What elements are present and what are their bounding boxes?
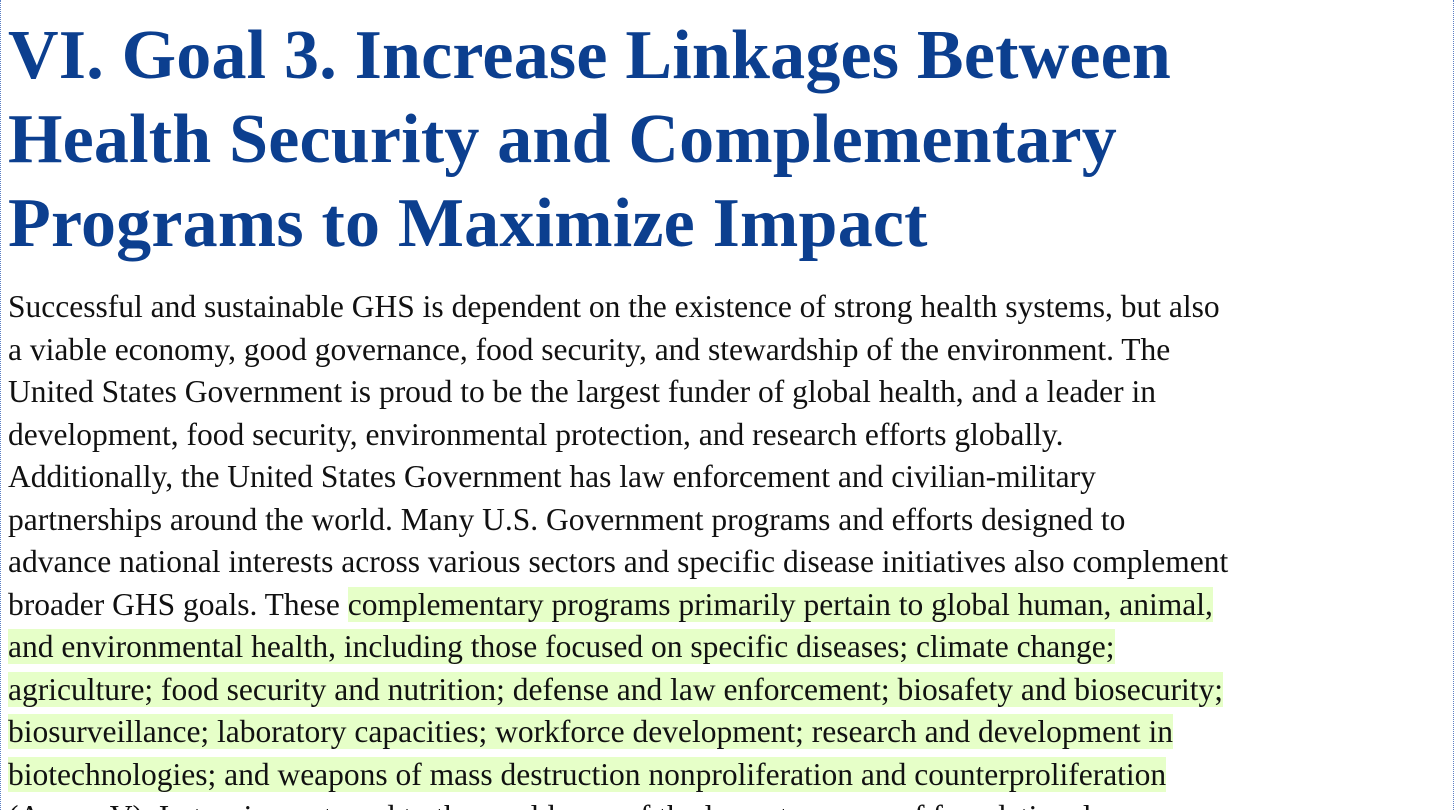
plain-text: broader GHS goals. These — [8, 586, 348, 622]
paragraph-line-13: (Annex V). In turning outward to the wor… — [8, 796, 1448, 810]
paragraph-line-11: biosurveillance; laboratory capacities; … — [8, 711, 1448, 754]
highlighted-text: and environmental health, including thos… — [8, 629, 1115, 664]
heading-line-2: Health Security and Complementary — [8, 101, 1117, 178]
paragraph-line-9: and environmental health, including thos… — [8, 626, 1448, 669]
heading-line-3: Programs to Maximize Impact — [8, 185, 928, 262]
plain-text: (Annex V). In turning outward to the wor… — [8, 799, 1092, 810]
highlighted-text: complementary programs primarily pertain… — [347, 586, 1213, 622]
plain-text: Additionally, the United States Governme… — [8, 459, 1096, 494]
paragraph-line-10: agriculture; food security and nutrition… — [8, 669, 1448, 712]
paragraph-line-6: partnerships around the world. Many U.S.… — [8, 499, 1448, 542]
highlighted-text: agriculture; food security and nutrition… — [8, 671, 1223, 707]
paragraph-line-7: advance national interests across variou… — [8, 541, 1448, 584]
plain-text: Successful and sustainable GHS is depend… — [8, 289, 1220, 324]
plain-text: United States Government is proud to be … — [8, 374, 1156, 409]
highlighted-text: biosurveillance; laboratory capacities; … — [8, 714, 1174, 749]
page-frame-left — [0, 0, 1, 810]
paragraph-line-5: Additionally, the United States Governme… — [8, 456, 1448, 499]
paragraph-line-1: Successful and sustainable GHS is depend… — [8, 286, 1448, 329]
highlighted-text: biotechnologies; and weapons of mass des… — [8, 756, 1167, 792]
plain-text: partnerships around the world. Many U.S.… — [8, 501, 1126, 537]
paragraph-line-12: biotechnologies; and weapons of mass des… — [8, 754, 1448, 797]
paragraph-line-8: broader GHS goals. These complementary p… — [8, 584, 1448, 627]
page-frame-right — [1453, 0, 1454, 810]
paragraph-line-2: a viable economy, good governance, food … — [8, 329, 1448, 372]
plain-text: advance national interests across variou… — [8, 544, 1229, 579]
heading-line-1: VI. Goal 3. Increase Linkages Between — [8, 17, 1172, 94]
paragraph-line-4: development, food security, environmenta… — [8, 414, 1448, 457]
plain-text: development, food security, environmenta… — [8, 416, 1064, 452]
body-paragraph: Successful and sustainable GHS is depend… — [8, 286, 1448, 810]
section-heading: VI. Goal 3. Increase Linkages Between He… — [8, 14, 1428, 266]
paragraph-line-3: United States Government is proud to be … — [8, 371, 1448, 414]
plain-text: a viable economy, good governance, food … — [8, 331, 1171, 367]
